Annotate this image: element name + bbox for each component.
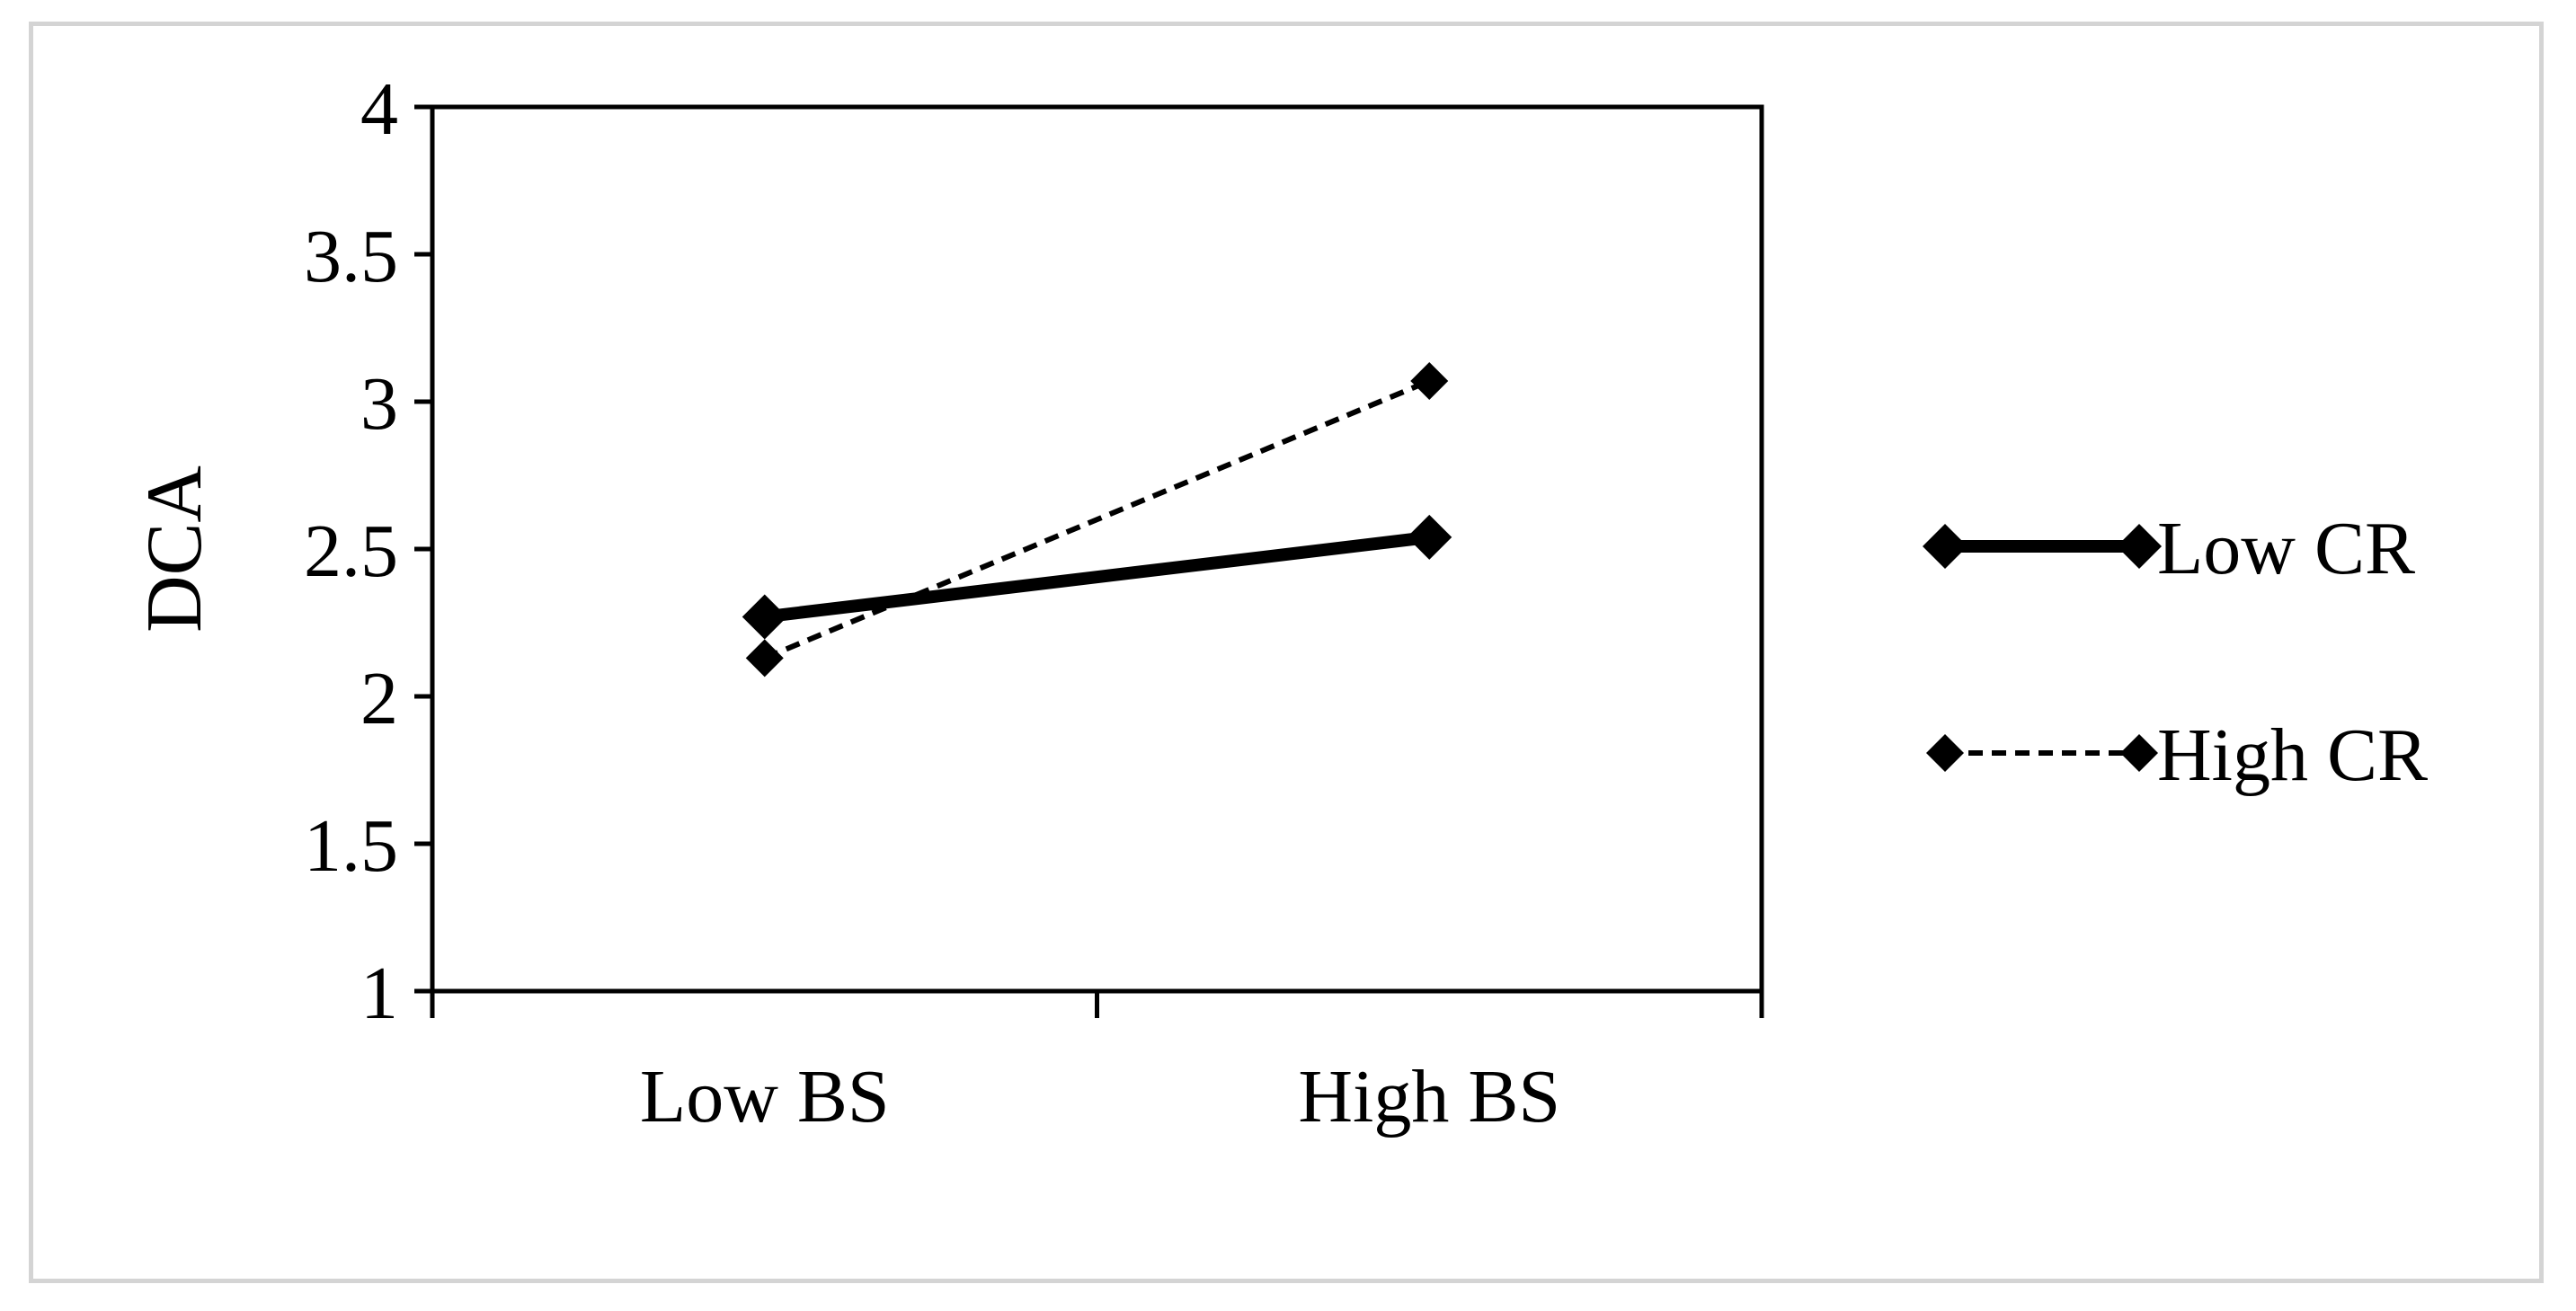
y-tick-label: 1 (360, 952, 398, 1035)
y-tick-label: 1.5 (304, 804, 398, 888)
series-2-marker (1410, 362, 1449, 401)
series-layer (742, 362, 1452, 678)
chart-frame (29, 22, 2544, 1283)
legend-label: Low CR (2157, 507, 2415, 590)
series-2-marker (745, 639, 784, 678)
y-tick-label: 2.5 (304, 509, 398, 593)
y-tick-label: 4 (360, 67, 398, 151)
y-tick-label: 3.5 (304, 215, 398, 298)
legend-marker (1923, 524, 1968, 569)
x-category-label: High BS (1298, 1055, 1560, 1138)
y-axis-title: DCA (131, 465, 218, 633)
legend: Low CR High CR (1923, 507, 2428, 797)
legend-marker (1926, 734, 1964, 772)
legend-marker (2120, 734, 2158, 772)
legend-label: High CR (2157, 713, 2428, 797)
series-line-1 (763, 530, 1431, 624)
x-category-label: Low BS (640, 1055, 890, 1138)
y-tick-label: 3 (360, 362, 398, 446)
y-tick-label: 2 (360, 657, 398, 740)
y-axis-ticks: 1 1.5 2 2.5 3 3.5 4 (304, 67, 432, 1035)
series-1-marker (1407, 514, 1452, 560)
plot-area-border (430, 104, 1764, 994)
series-1-marker (742, 594, 787, 640)
x-axis-ticks: Low BS High BS (430, 991, 1764, 1138)
legend-marker (2117, 524, 2162, 569)
series-line-2 (763, 378, 1431, 661)
